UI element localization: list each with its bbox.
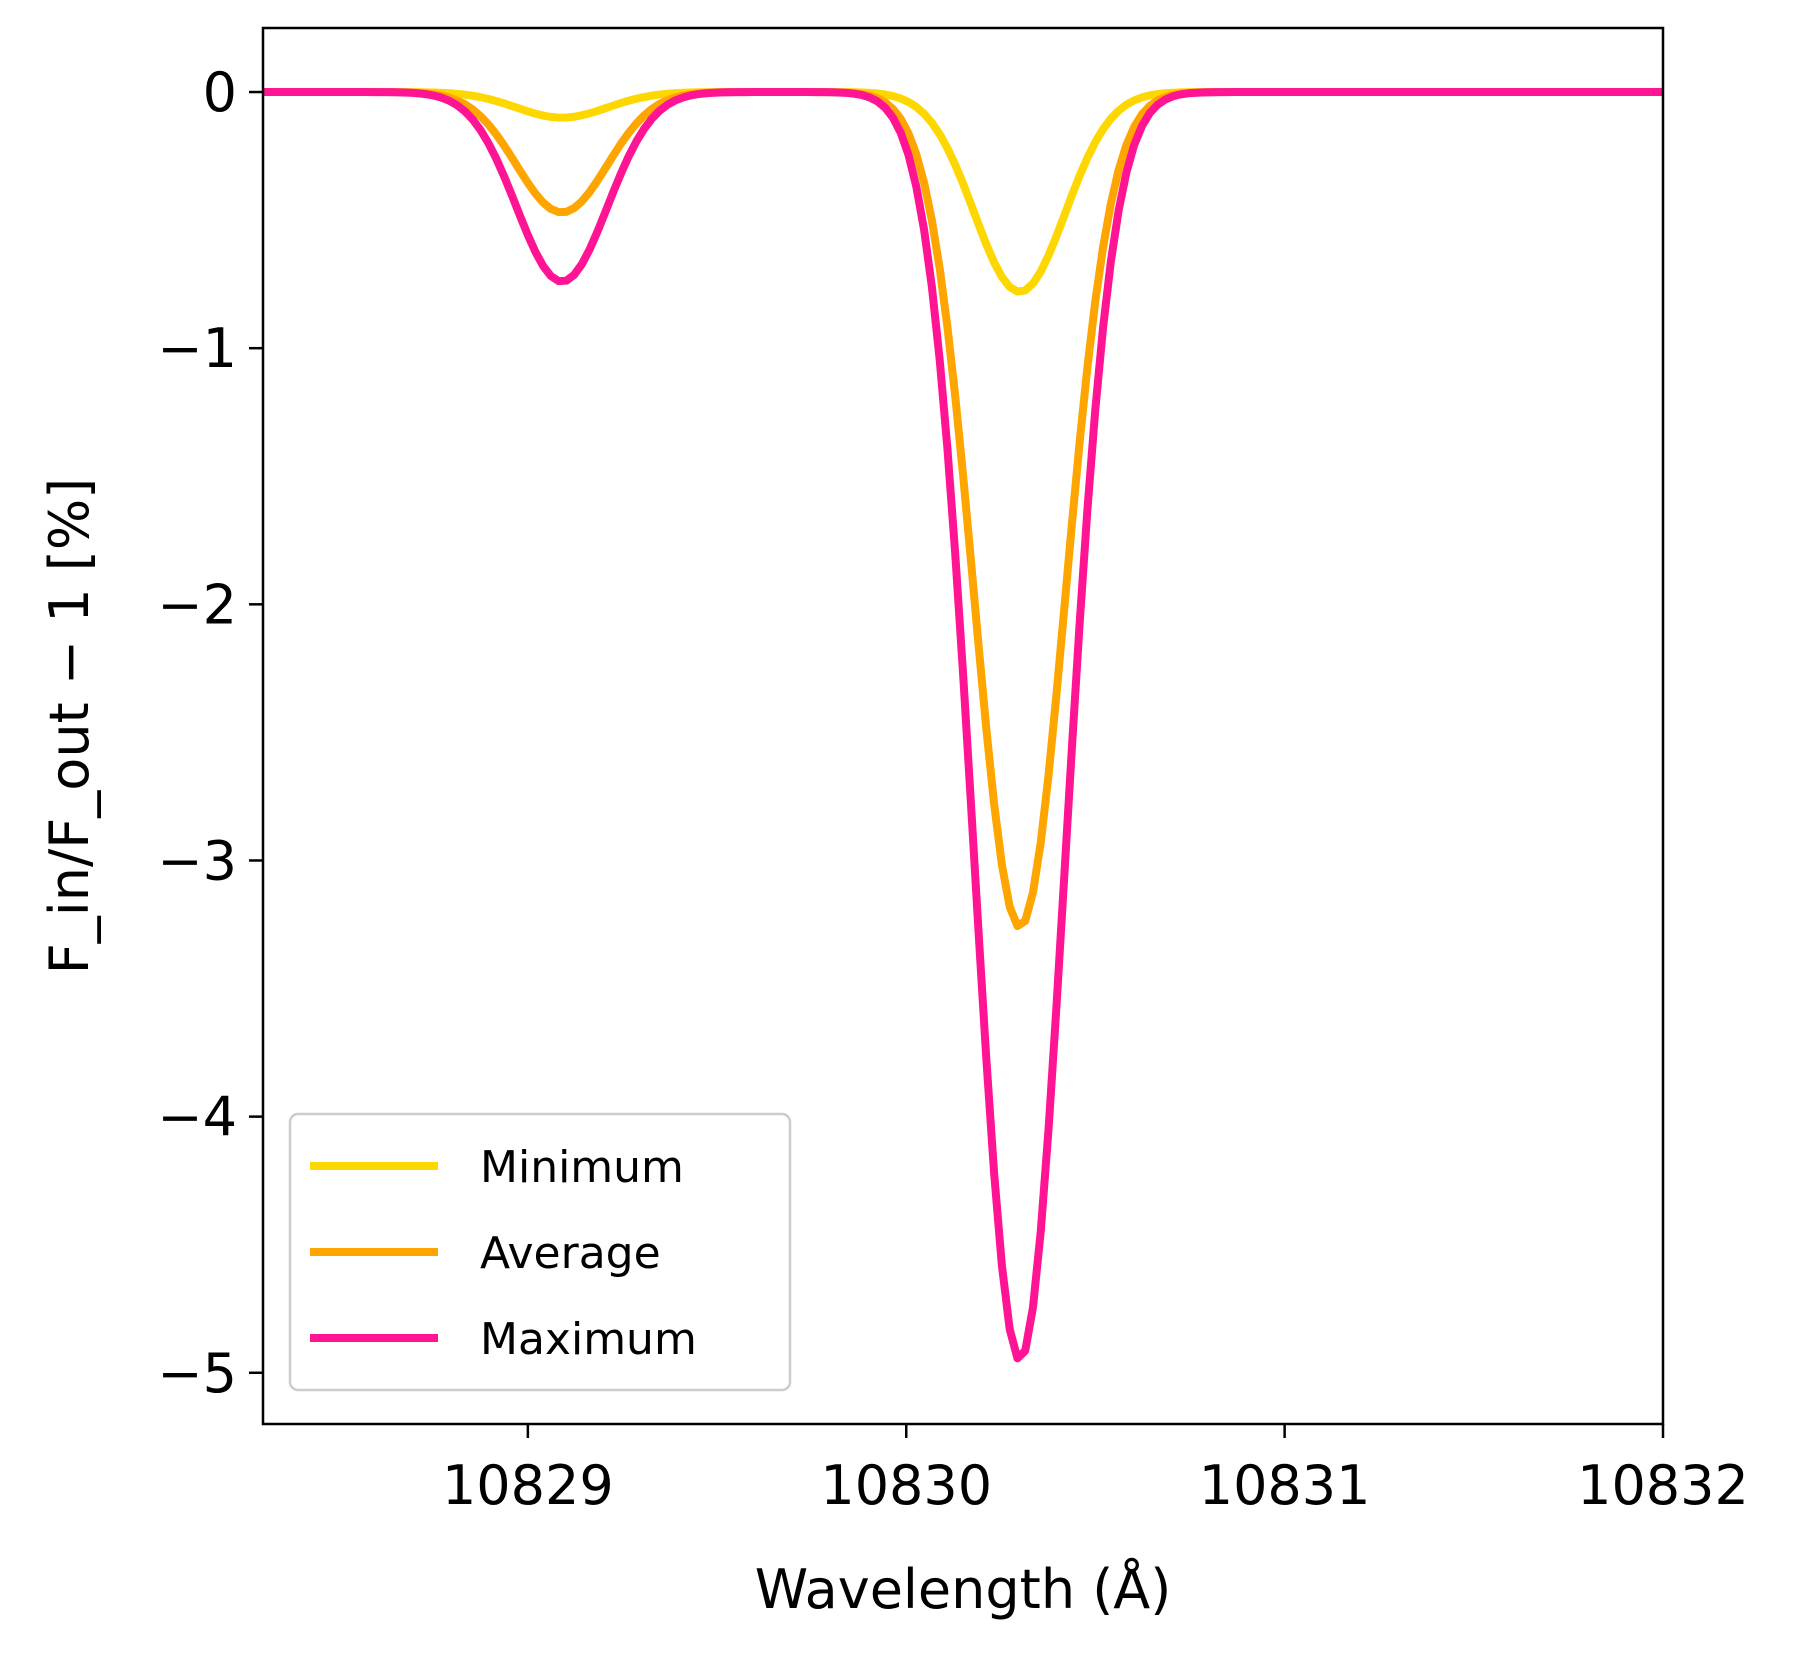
legend-box <box>288 1112 792 1392</box>
y-tick-label: −3 <box>157 829 237 892</box>
legend: Minimum Average Maximum <box>288 1112 792 1392</box>
series-line-maximum <box>263 88 1663 1363</box>
y-tick-label: −1 <box>157 317 237 380</box>
x-axis-label: Wavelength (Å) <box>755 1557 1172 1621</box>
x-tick-label: 10832 <box>1577 1454 1749 1517</box>
x-tick-label: 10829 <box>442 1454 614 1517</box>
series-layer <box>263 88 1663 1363</box>
legend-label-minimum: Minimum <box>480 1142 684 1193</box>
y-axis-label: F_in/F_out − 1 [%] <box>38 478 101 975</box>
x-tick-label: 10830 <box>820 1454 992 1517</box>
y-tick-label: −5 <box>157 1342 237 1405</box>
y-axis: 0 −1 −2 −3 −4 −5 <box>157 61 263 1405</box>
y-tick-label: −4 <box>157 1086 237 1149</box>
legend-label-maximum: Maximum <box>480 1314 697 1365</box>
x-axis: 10829 10830 10831 10832 <box>442 1424 1749 1517</box>
y-tick-label: 0 <box>203 61 237 124</box>
y-tick-label: −2 <box>157 573 237 636</box>
x-tick-label: 10831 <box>1199 1454 1371 1517</box>
plot-frame <box>261 26 1665 1426</box>
legend-label-average: Average <box>480 1228 661 1279</box>
